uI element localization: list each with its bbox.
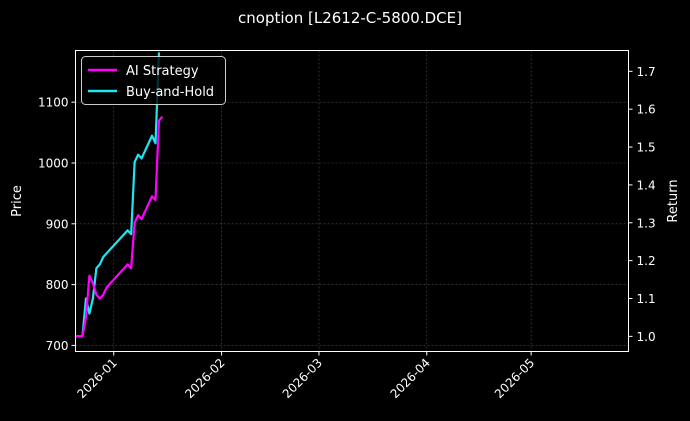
y-axis-label-right: Return <box>666 179 681 222</box>
series-group <box>75 52 164 338</box>
y-tick-label-left: 1100 <box>38 96 69 110</box>
y-tick-label-left: 900 <box>46 217 69 231</box>
y-tick-label-left: 700 <box>46 339 69 353</box>
legend: AI Strategy Buy-and-Hold <box>81 56 226 105</box>
series-line-ai-strategy <box>75 116 164 338</box>
y-axis-label-left: Price <box>10 185 25 217</box>
series-line-buy-and-hold <box>75 52 161 338</box>
legend-label-buy-and-hold: Buy-and-Hold <box>126 85 214 100</box>
y-tick-label-right: 1.4 <box>637 178 656 192</box>
plot-frame <box>75 50 629 352</box>
legend-label-ai-strategy: AI Strategy <box>126 64 199 79</box>
y-tick-label-right: 1.1 <box>637 292 656 306</box>
y-tick-label-left: 1000 <box>38 156 69 170</box>
y-tick-label-right: 1.2 <box>637 254 656 268</box>
chart-title: cnoption [L2612-C-5800.DCE] <box>238 9 462 27</box>
y-tick-label-right: 1.7 <box>637 65 656 79</box>
y-tick-label-right: 1.3 <box>637 216 656 230</box>
y-tick-label-right: 1.5 <box>637 141 656 155</box>
y-tick-label-left: 800 <box>46 278 69 292</box>
y-tick-label-right: 1.0 <box>637 330 656 344</box>
legend-frame <box>81 56 226 105</box>
y-tick-label-right: 1.6 <box>637 103 656 117</box>
grid <box>75 50 629 352</box>
